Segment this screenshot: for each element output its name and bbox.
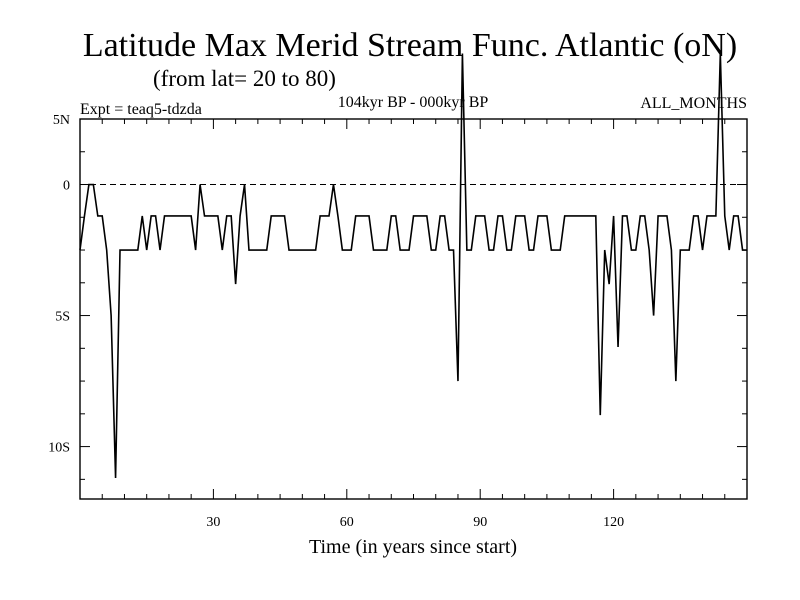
expt-label: Expt = teaq5-tdzda <box>80 101 202 118</box>
y-tick-label: 5S <box>55 310 70 325</box>
y-tick-label: 10S <box>48 441 70 456</box>
x-tick-label: 90 <box>473 515 487 530</box>
x-tick-label: 120 <box>603 515 624 530</box>
x-tick-label: 30 <box>206 515 220 530</box>
y-tick-label: 5N <box>53 113 70 128</box>
months-label: ALL_MONTHS <box>640 95 747 112</box>
x-tick-label: 60 <box>340 515 354 530</box>
chart-subtitle: (from lat= 20 to 80) <box>153 66 336 91</box>
period-label: 104kyr BP - 000kyr BP <box>338 94 489 111</box>
series-line <box>79 53 747 479</box>
plot-frame <box>79 118 748 500</box>
y-tick-label: 0 <box>63 179 70 194</box>
x-axis-label: Time (in years since start) <box>309 536 517 558</box>
chart-title: Latitude Max Merid Stream Func. Atlantic… <box>83 27 737 64</box>
